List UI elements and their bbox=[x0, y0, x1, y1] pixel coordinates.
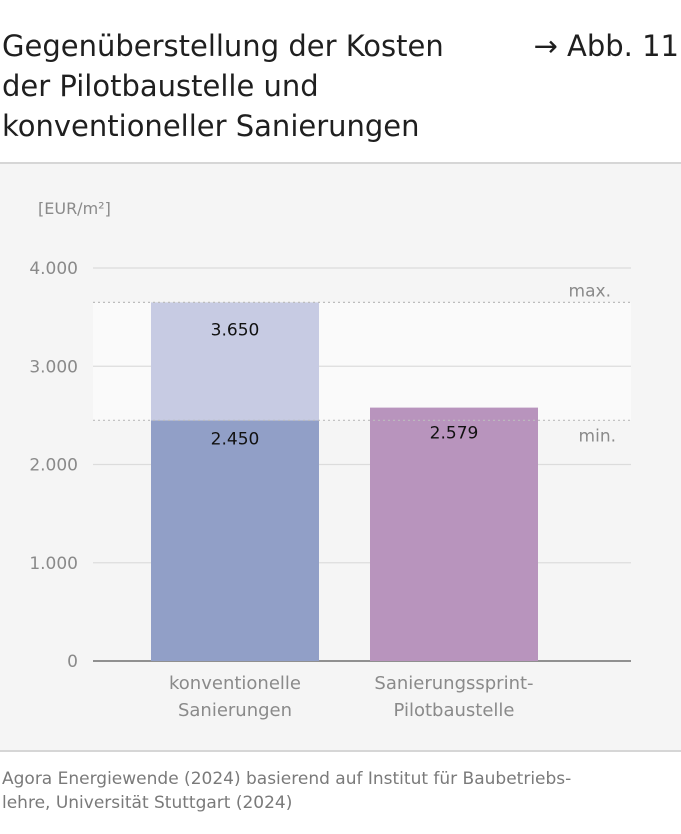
figure-reference: → Abb. 11 bbox=[533, 29, 679, 63]
x-category-label: konventionelle bbox=[169, 673, 301, 694]
unit-label: [EUR/m²] bbox=[38, 199, 111, 218]
x-category-label: Pilotbaustelle bbox=[394, 700, 515, 721]
y-tick-label: 3.000 bbox=[29, 357, 78, 377]
bar-pilotbaustelle bbox=[370, 407, 538, 661]
bar-label-min: 2.450 bbox=[211, 429, 260, 449]
y-tick-label: 4.000 bbox=[29, 259, 78, 279]
bar-label-value: 2.579 bbox=[430, 424, 479, 444]
x-category-labels: konventionelle Sanierungen Sanierungssprin… bbox=[169, 673, 534, 721]
bar-konventionelle-range bbox=[151, 302, 319, 421]
y-tick-label: 1.000 bbox=[29, 554, 78, 574]
bar-chart: [EUR/m²] 0 1.000 2.000 3.000 4.000 3.650 2.45… bbox=[29, 199, 631, 721]
chart-background bbox=[0, 164, 681, 750]
y-tick-labels: 0 1.000 2.000 3.000 4.000 bbox=[29, 259, 78, 672]
header-divider bbox=[0, 162, 681, 164]
x-category-label: Sanierungen bbox=[178, 700, 292, 721]
y-tick-label: 2.000 bbox=[29, 456, 78, 476]
footer-divider bbox=[0, 750, 681, 752]
chart-title: Gegenüberstellung der Kosten der Pilotba… bbox=[2, 29, 444, 143]
x-category-label: Sanierungssprint- bbox=[374, 673, 533, 694]
bar-label-max: 3.650 bbox=[211, 320, 260, 340]
band-min-label: min. bbox=[579, 426, 616, 446]
source-text: Agora Energiewende (2024) basierend auf … bbox=[2, 769, 572, 813]
y-tick-label: 0 bbox=[67, 652, 78, 672]
bar-konventionelle-min bbox=[151, 420, 319, 661]
bars bbox=[151, 302, 538, 661]
bar-value-labels: 3.650 2.450 2.579 bbox=[211, 320, 479, 449]
chart-header: Gegenüberstellung der Kosten der Pilotba… bbox=[0, 0, 681, 162]
band-max-label: max. bbox=[569, 281, 611, 301]
source-note: Agora Energiewende (2024) basierend auf … bbox=[2, 767, 662, 815]
